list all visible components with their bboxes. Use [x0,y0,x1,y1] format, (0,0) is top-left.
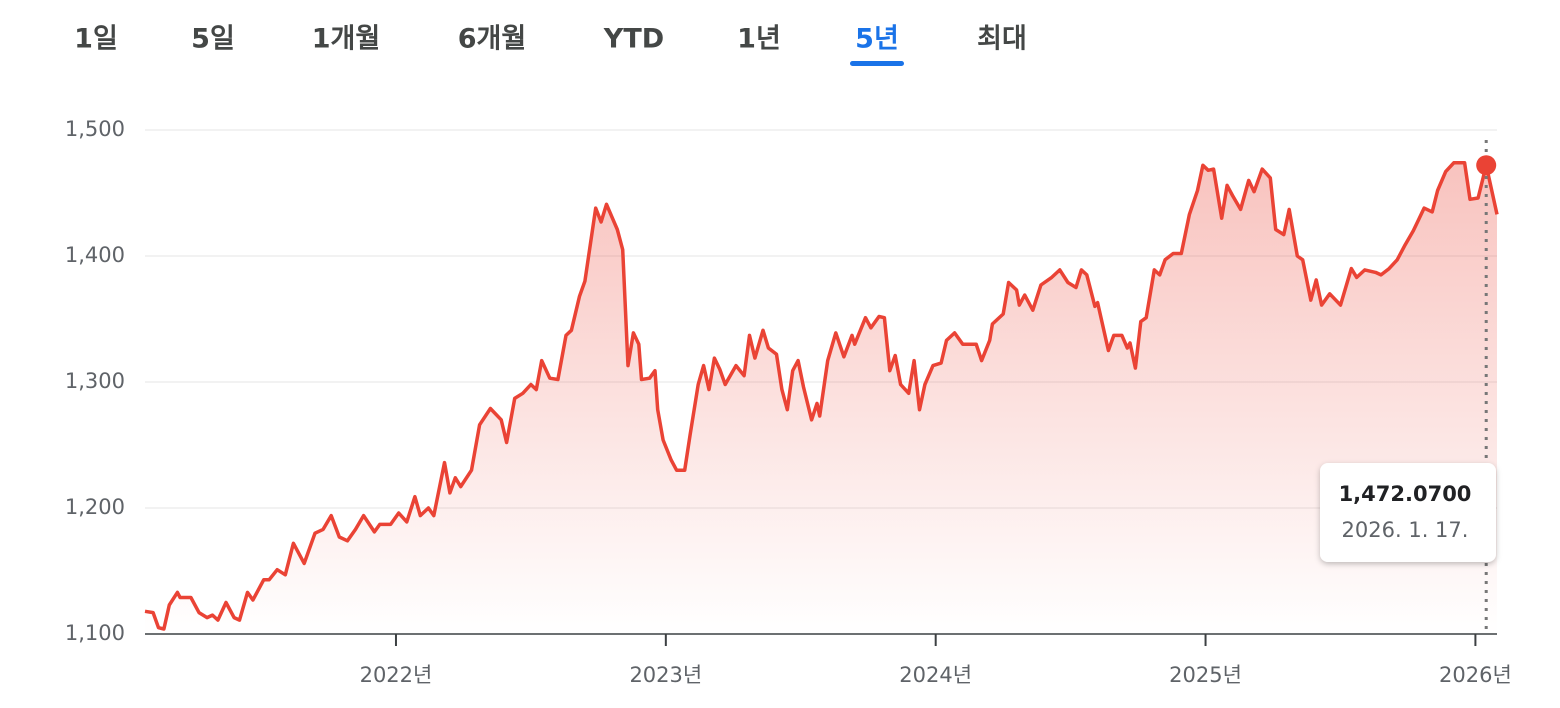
tooltip-value: 1,472.0700 [1339,482,1472,506]
area-fill [145,162,1497,635]
price-line [144,161,1499,631]
x-tick-label: 2023년 [629,663,702,687]
y-tick-label: 1,400 [65,243,125,267]
x-tick-label: 2022년 [360,663,433,687]
tab[interactable]: 6개월 [458,24,526,55]
tab-underline [850,61,904,66]
tab[interactable]: 5년 [855,24,899,55]
tab[interactable]: YTD [603,24,664,55]
y-tick-label: 1,500 [65,117,125,141]
tab[interactable]: 1일 [74,24,118,55]
y-tick-label: 1,300 [65,369,125,393]
tooltip-date: 2026. 1. 17. [1342,518,1469,542]
y-tick-label: 1,200 [65,495,125,519]
y-tick-label: 1,100 [65,621,125,645]
tab[interactable]: 1개월 [312,24,380,55]
hover-point [1476,155,1497,176]
tab[interactable]: 최대 [977,24,1027,55]
x-tick-label: 2025년 [1169,663,1242,687]
tab[interactable]: 1년 [737,24,781,55]
x-tick-label: 2026년 [1439,663,1512,687]
tab[interactable]: 5일 [191,24,235,55]
tooltip-box [1320,463,1496,562]
x-tick-label: 2024년 [899,663,972,687]
